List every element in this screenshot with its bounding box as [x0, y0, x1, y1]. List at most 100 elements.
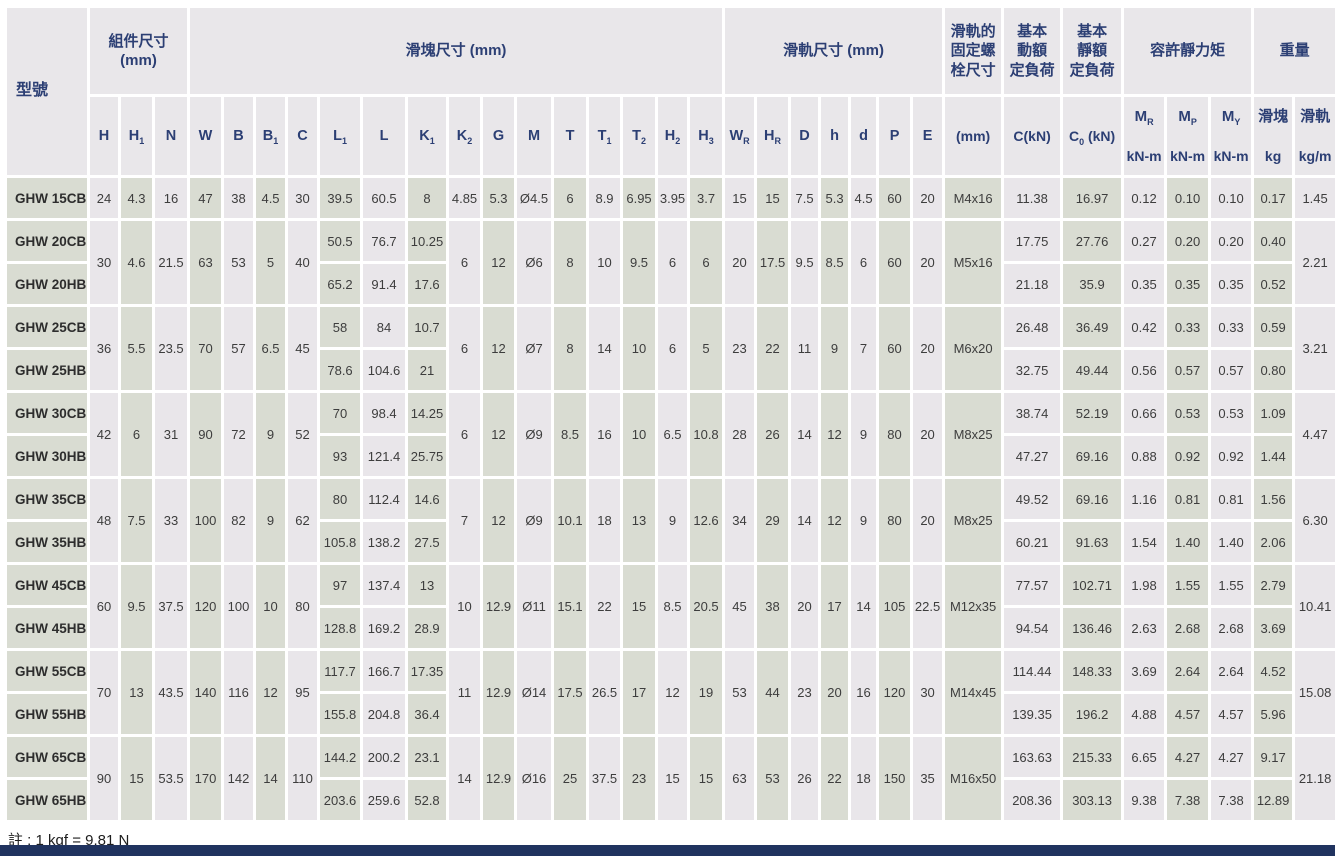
cell-MR: 1.54 — [1124, 522, 1165, 562]
cell-C0-kN: 303.13 — [1063, 780, 1122, 820]
cell-G: 12 — [483, 479, 515, 562]
cell-C-kN: 21.18 — [1004, 264, 1061, 304]
header-col-MP: MP kN-m — [1167, 97, 1209, 175]
cell-L1: 155.8 — [320, 694, 361, 734]
cell-HR: 53 — [757, 737, 789, 820]
cell-B: 53 — [224, 221, 254, 304]
cell-HR: 22 — [757, 307, 789, 390]
cell-C0-kN: 69.16 — [1063, 479, 1122, 519]
cell-K1: 17.35 — [408, 651, 447, 691]
cell-C-kN: 208.36 — [1004, 780, 1061, 820]
cell-H: 70 — [90, 651, 118, 734]
cell-MP: 0.20 — [1167, 221, 1209, 261]
cell-C0-kN: 136.46 — [1063, 608, 1122, 648]
header-col-H1: H1 — [121, 97, 152, 175]
cell-MR: 6.65 — [1124, 737, 1165, 777]
bottom-bar — [0, 845, 1335, 856]
cell-T2: 6.95 — [623, 178, 656, 218]
header-col-C-kN: C(kN) — [1004, 97, 1061, 175]
cell-block-weight: 0.17 — [1254, 178, 1293, 218]
cell-MR: 1.98 — [1124, 565, 1165, 605]
cell-B: 72 — [224, 393, 254, 476]
cell-W: 140 — [190, 651, 222, 734]
cell-model: GHW 45CB — [7, 565, 87, 605]
cell-G: 12 — [483, 307, 515, 390]
header-col-E: E — [913, 97, 943, 175]
cell-D: 14 — [791, 479, 819, 562]
cell-T2: 10 — [623, 307, 656, 390]
cell-HR: 38 — [757, 565, 789, 648]
cell-model: GHW 45HB — [7, 608, 87, 648]
cell-H2: 3.95 — [658, 178, 688, 218]
cell-L1: 39.5 — [320, 178, 361, 218]
cell-h: 8.5 — [821, 221, 849, 304]
cell-H: 48 — [90, 479, 118, 562]
cell-C-kN: 47.27 — [1004, 436, 1061, 476]
cell-T1: 18 — [589, 479, 621, 562]
cell-rail-weight: 10.41 — [1295, 565, 1335, 648]
header-group-7: 重量 — [1254, 8, 1335, 94]
header-group-5: 基本 靜額 定負荷 — [1063, 8, 1122, 94]
cell-C0-kN: 35.9 — [1063, 264, 1122, 304]
cell-T: 8.5 — [554, 393, 587, 476]
cell-C0-kN: 36.49 — [1063, 307, 1122, 347]
cell-K2: 6 — [449, 307, 481, 390]
cell-h: 9 — [821, 307, 849, 390]
cell-model: GHW 25HB — [7, 350, 87, 390]
header-col-H2: H2 — [658, 97, 688, 175]
cell-block-weight: 1.44 — [1254, 436, 1293, 476]
cell-C-kN: 60.21 — [1004, 522, 1061, 562]
cell-MY: 2.64 — [1211, 651, 1252, 691]
cell-L: 204.8 — [363, 694, 406, 734]
cell-E: 30 — [913, 651, 943, 734]
cell-E: 20 — [913, 178, 943, 218]
cell-E: 22.5 — [913, 565, 943, 648]
cell-H2: 15 — [658, 737, 688, 820]
header-col-W: W — [190, 97, 222, 175]
cell-D: 14 — [791, 393, 819, 476]
cell-K1: 23.1 — [408, 737, 447, 777]
table-row: GHW 55CB 70 13 43.5 140 116 12 95 117.7 166.7 17.3… — [7, 651, 1335, 734]
cell-T: 25 — [554, 737, 587, 820]
cell-block-weight: 9.17 — [1254, 737, 1293, 777]
cell-L: 98.4 — [363, 393, 406, 433]
header-group-6: 容許靜力矩 — [1124, 8, 1252, 94]
cell-K1: 28.9 — [408, 608, 447, 648]
header-col-G: G — [483, 97, 515, 175]
cell-T1: 14 — [589, 307, 621, 390]
cell-E: 20 — [913, 479, 943, 562]
cell-MY: 0.53 — [1211, 393, 1252, 433]
cell-H3: 10.8 — [690, 393, 723, 476]
cell-H3: 15 — [690, 737, 723, 820]
cell-B1: 9 — [256, 393, 286, 476]
cell-WR: 34 — [725, 479, 755, 562]
cell-T2: 17 — [623, 651, 656, 734]
cell-K1: 8 — [408, 178, 447, 218]
cell-H3: 6 — [690, 221, 723, 304]
cell-K1: 36.4 — [408, 694, 447, 734]
cell-C-kN: 94.54 — [1004, 608, 1061, 648]
cell-N: 16 — [155, 178, 188, 218]
cell-model: GHW 55CB — [7, 651, 87, 691]
cell-H1: 9.5 — [121, 565, 152, 648]
table-row: GHW 20CB 30 4.6 21.5 63 53 5 40 50.5 76.7 10.25 6 12… — [7, 221, 1335, 304]
cell-H3: 5 — [690, 307, 723, 390]
cell-N: 43.5 — [155, 651, 188, 734]
cell-C0-kN: 148.33 — [1063, 651, 1122, 691]
cell-rail-weight: 3.21 — [1295, 307, 1335, 390]
header-group-0: 組件尺寸 (mm) — [90, 8, 188, 94]
cell-B: 82 — [224, 479, 254, 562]
cell-B1: 10 — [256, 565, 286, 648]
cell-M: Ø4.5 — [517, 178, 552, 218]
cell-C-kN: 139.35 — [1004, 694, 1061, 734]
cell-MY: 1.40 — [1211, 522, 1252, 562]
cell-T1: 8.9 — [589, 178, 621, 218]
cell-K2: 10 — [449, 565, 481, 648]
cell-H3: 12.6 — [690, 479, 723, 562]
cell-L: 259.6 — [363, 780, 406, 820]
table-row: GHW 65HB 203.6 259.6 52.8 208.36 303.13 9.38 7.… — [7, 780, 1335, 820]
header-model: 型號 — [7, 8, 87, 175]
cell-C-kN: 26.48 — [1004, 307, 1061, 347]
cell-MR: 0.88 — [1124, 436, 1165, 476]
cell-L1: 70 — [320, 393, 361, 433]
